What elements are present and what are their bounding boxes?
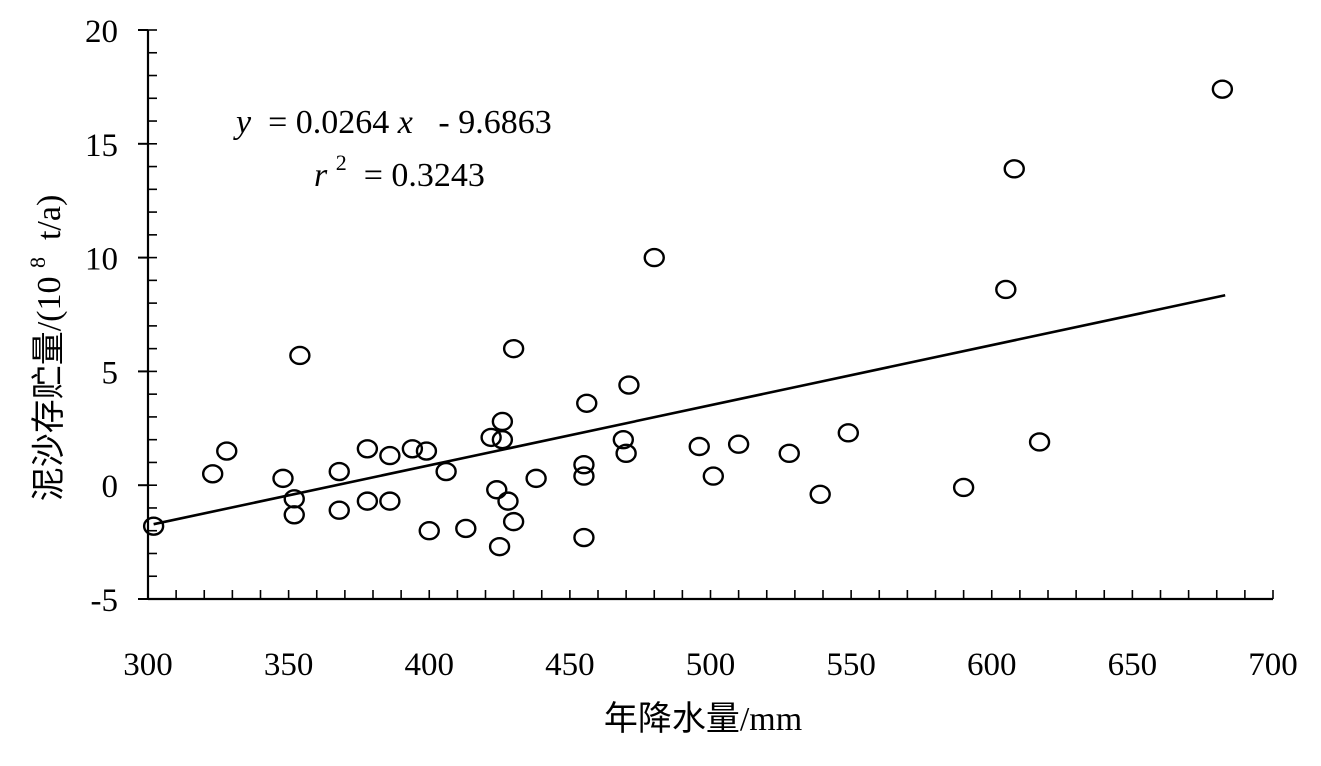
data-point: [837, 423, 860, 443]
data-point: [502, 338, 525, 359]
data-point: [328, 461, 350, 482]
data-point: [401, 439, 424, 459]
y-tick-label: 10: [85, 242, 118, 278]
r-squared-exponent: 2: [336, 150, 347, 175]
r-squared-value: = 0.3243: [355, 157, 485, 194]
data-point: [283, 505, 305, 525]
y-tick-label: -5: [91, 583, 119, 619]
r-squared: r 2 = 0.3243: [314, 141, 485, 194]
data-point: [618, 375, 640, 395]
equation-y-var: y: [233, 104, 252, 141]
data-point: [643, 247, 665, 268]
data-point: [573, 466, 595, 486]
data-point: [502, 511, 525, 532]
data-point: [497, 491, 519, 511]
data-point: [356, 439, 379, 459]
data-point: [727, 434, 750, 454]
data-point: [415, 441, 438, 461]
axes: 300 350 400 450 500 550 600 650 700 -5 0 5 10 15 20: [85, 14, 1298, 683]
data-point: [356, 491, 379, 511]
data-point: [612, 429, 635, 450]
data-point: [995, 279, 1017, 300]
data-point: [1211, 79, 1234, 99]
data-point: [201, 464, 224, 484]
data-point: [778, 443, 800, 464]
data-point: [952, 477, 975, 498]
data-point: [1028, 432, 1051, 452]
data-point: [328, 500, 350, 520]
data-point: [491, 429, 514, 450]
data-point: [573, 455, 595, 475]
data-point: [435, 461, 457, 482]
x-tick-label: 300: [123, 647, 173, 683]
data-point: [573, 527, 595, 548]
y-tick-label: 0: [102, 469, 119, 505]
data-point: [455, 518, 477, 539]
x-tick-label: 550: [826, 647, 876, 683]
y-axis-label-exponent: 8: [25, 257, 50, 268]
data-point: [480, 427, 502, 448]
data-point: [142, 516, 165, 536]
equation-x-var: x: [397, 104, 413, 141]
data-point: [486, 480, 508, 500]
data-point: [379, 445, 401, 466]
data-point: [809, 484, 831, 505]
x-tick-label: 600: [967, 647, 1017, 683]
r-squared-var: r: [314, 157, 328, 194]
data-point: [379, 491, 401, 511]
x-tick-label: 650: [1108, 647, 1158, 683]
x-tick-label: 400: [405, 647, 455, 683]
data-point: [576, 393, 598, 413]
x-tick-label: 500: [686, 647, 736, 683]
data-point: [1003, 159, 1025, 179]
x-axis-label: 年降水量/mm: [604, 700, 802, 738]
y-axis-label-unit: t/a): [31, 195, 68, 249]
x-tick-label: 350: [264, 647, 314, 683]
x-tick-label: 700: [1248, 647, 1298, 683]
equation-slope: = 0.0264: [260, 104, 390, 141]
data-point: [688, 436, 710, 457]
data-point: [418, 521, 440, 541]
data-points: [142, 79, 1234, 557]
equation-intercept: - 9.6863: [421, 104, 551, 141]
data-point: [488, 536, 511, 557]
y-tick-label: 15: [85, 128, 118, 164]
trendline: [153, 293, 1226, 526]
data-point: [525, 468, 547, 489]
y-axis-label: 泥沙存贮量/(10 8 t/a): [16, 195, 68, 502]
y-tick-label: 5: [102, 355, 119, 391]
y-tick-label: 20: [85, 14, 118, 50]
data-point: [289, 345, 311, 366]
data-point: [272, 468, 294, 489]
x-tick-label: 450: [545, 647, 595, 683]
regression-equation: y = 0.0264 x - 9.6863: [233, 104, 552, 141]
data-point: [702, 466, 725, 486]
y-axis-label-main: 泥沙存贮量/(10: [30, 277, 68, 502]
trendline-layer: [153, 293, 1226, 526]
data-point: [216, 441, 238, 461]
data-point: [615, 443, 637, 464]
data-point: [491, 411, 514, 432]
